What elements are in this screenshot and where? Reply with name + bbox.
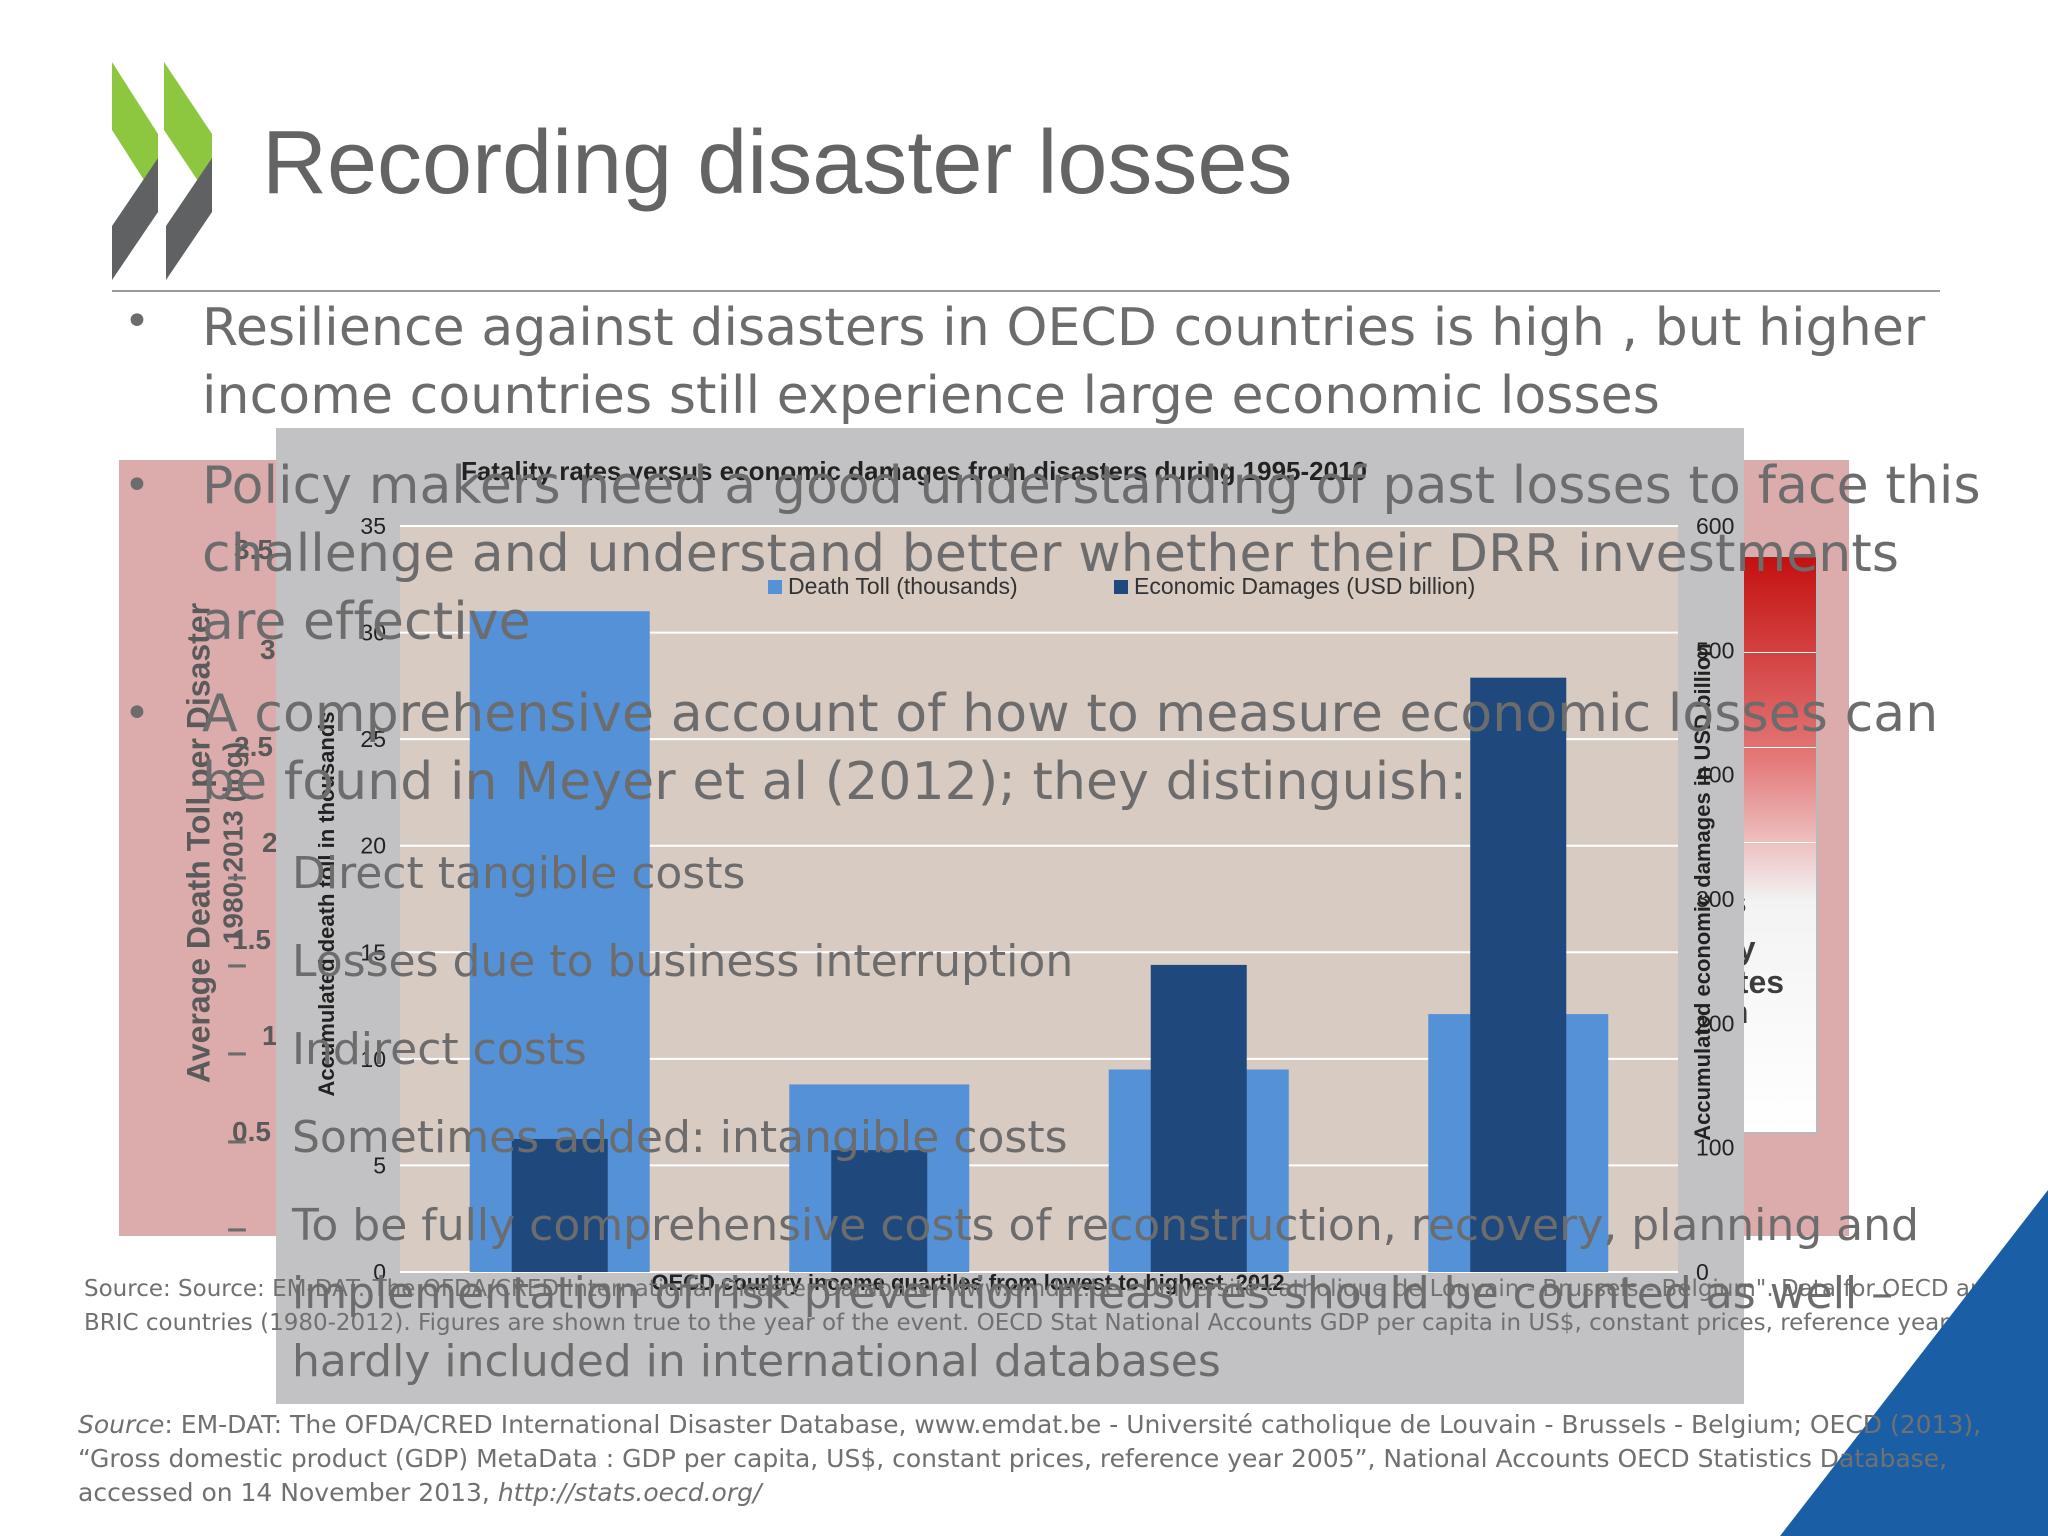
chart-title: Fatality rates versus economic damages f… bbox=[461, 456, 1367, 486]
bullet-marker: • bbox=[124, 460, 150, 511]
logo-chevron-grey-left bbox=[112, 158, 158, 280]
left-tick-label: 15 bbox=[360, 939, 386, 965]
bar-economic-damages-Q2 bbox=[831, 1150, 928, 1272]
left-tick-label: 20 bbox=[360, 833, 386, 859]
chart-source-line-2: BRIC countries (1980-2012). Figures are … bbox=[84, 1310, 2015, 1336]
left-tick-label: 0 bbox=[373, 1259, 386, 1285]
background-ylabel-line2: 1980-2013 (log) bbox=[217, 741, 249, 945]
background-chart-y-axis-label: Average Death Toll per Disaster 1980-201… bbox=[181, 603, 250, 1083]
legend-swatch-economic-damages bbox=[1114, 580, 1128, 594]
sub-bullet-marker: – bbox=[226, 850, 248, 901]
right-tick-label: 100 bbox=[1696, 1135, 1734, 1161]
bullet-1-line-2: income countries still experience large … bbox=[202, 366, 1660, 426]
sub-bullet-2: Losses due to business interruption bbox=[292, 936, 1074, 987]
bullet-marker: • bbox=[124, 296, 150, 347]
source-link[interactable]: http://stats.oecd.org/ bbox=[497, 1478, 762, 1507]
sub-bullet-5-line-3: hardly included in international databas… bbox=[292, 1336, 1221, 1387]
source-line-2: “Gross domestic product (GDP) MetaData :… bbox=[78, 1444, 1948, 1473]
right-tick-label: 200 bbox=[1696, 1010, 1734, 1036]
sub-bullet-marker: – bbox=[226, 1026, 248, 1077]
bar-economic-damages-Q1 bbox=[511, 1138, 608, 1272]
right-tick-label: 500 bbox=[1696, 637, 1734, 663]
logo-chevron-green-right bbox=[164, 62, 212, 202]
corner-accent-shape bbox=[1780, 1190, 2048, 1536]
right-axis-label: Accumulated economic damages in USD bill… bbox=[1690, 643, 1715, 1141]
fatality-vs-damages-chart: 0 5 10 15 20 25 30 35 0 100 200 300 400 500 600 Fatal… bbox=[314, 456, 1734, 1295]
right-tick-label: 300 bbox=[1696, 886, 1734, 912]
source-label: Source bbox=[78, 1410, 165, 1439]
legend-label-death-toll: Death Toll (thousands) bbox=[788, 573, 1018, 599]
left-tick-label: 30 bbox=[360, 620, 386, 646]
background-ytick: 3 bbox=[260, 634, 276, 665]
bar-economic-damages-Q4 bbox=[1470, 677, 1567, 1272]
source-line-1-text: : EM-DAT: The OFDA/CRED International Di… bbox=[164, 1410, 1982, 1439]
background-ytick: 0.5 bbox=[232, 1116, 271, 1147]
right-axis-ticks: 0 100 200 300 400 500 600 bbox=[1696, 513, 1734, 1285]
left-tick-label: 25 bbox=[360, 726, 386, 752]
legend-label-economic-damages: Economic Damages (USD billion) bbox=[1134, 573, 1475, 599]
bullet-marker: • bbox=[124, 688, 150, 739]
left-tick-label: 5 bbox=[373, 1152, 386, 1178]
bullet-3-line-2: be found in Meyer et al (2012); they dis… bbox=[202, 752, 1468, 812]
bar-economic-damages-Q3 bbox=[1150, 964, 1247, 1272]
source-line-3: accessed on 14 November 2013, http://sta… bbox=[78, 1480, 761, 1505]
left-tick-label: 35 bbox=[360, 513, 386, 539]
left-tick-label: 10 bbox=[360, 1046, 386, 1072]
bullet-2-line-2: challenge and understand better whether … bbox=[202, 524, 1900, 584]
right-tick-label: 600 bbox=[1696, 513, 1734, 539]
background-ytick: 2.5 bbox=[234, 731, 273, 762]
bullet-1-line-1: Resilience against disasters in OECD cou… bbox=[202, 298, 1926, 358]
background-ytick: 1 bbox=[262, 1020, 278, 1051]
sub-bullet-1: Direct tangible costs bbox=[292, 848, 746, 899]
bars bbox=[469, 611, 1609, 1272]
background-ytick: 2 bbox=[262, 827, 278, 858]
sub-bullet-5-line-2: implementation of risk prevention measur… bbox=[292, 1268, 1894, 1319]
bullet-2-line-1: Policy makers need a good understanding … bbox=[202, 456, 1981, 516]
oecd-logo-icon bbox=[112, 62, 212, 280]
bullet-3-line-1: A comprehensive account of how to measur… bbox=[202, 684, 1939, 744]
source-line-1: Source: EM-DAT: The OFDA/CRED Internatio… bbox=[78, 1412, 1981, 1437]
right-tick-label: 0 bbox=[1696, 1259, 1709, 1285]
title-divider bbox=[112, 290, 1940, 292]
legend-swatch-death-toll bbox=[768, 580, 782, 594]
left-axis-label: Accumulated death toll in thousands bbox=[314, 711, 339, 1096]
chart-source-line-1: Source: Source: EM-DAT: The OFDA/CRED In… bbox=[84, 1276, 2000, 1302]
background-ylabel-line1: Average Death Toll per Disaster bbox=[180, 602, 217, 1084]
right-tick-label: 400 bbox=[1696, 762, 1734, 788]
logo-chevron-green-left bbox=[112, 62, 158, 202]
x-axis-label: OECD country income quartiles from lowes… bbox=[651, 1270, 1284, 1295]
bullet-2-line-3: are effective bbox=[202, 592, 531, 652]
source-line-3-text: accessed on 14 November 2013, bbox=[78, 1478, 498, 1507]
background-ytick: 3.5 bbox=[234, 534, 273, 565]
left-axis-ticks: 0 5 10 15 20 25 30 35 bbox=[360, 513, 386, 1285]
sub-bullet-5-line-1: To be fully comprehensive costs of recon… bbox=[292, 1200, 1919, 1251]
sub-bullet-marker: – bbox=[226, 1114, 248, 1165]
logo-chevron-grey-right bbox=[166, 158, 212, 280]
sub-bullet-4: Sometimes added: intangible costs bbox=[292, 1112, 1068, 1163]
sub-bullet-marker: – bbox=[226, 1202, 248, 1253]
background-ytick: 1.5 bbox=[232, 924, 271, 955]
slide-title: Recording disaster losses bbox=[262, 113, 1293, 213]
sub-bullet-marker: – bbox=[226, 938, 248, 989]
sub-bullet-3: Indirect costs bbox=[292, 1024, 587, 1075]
